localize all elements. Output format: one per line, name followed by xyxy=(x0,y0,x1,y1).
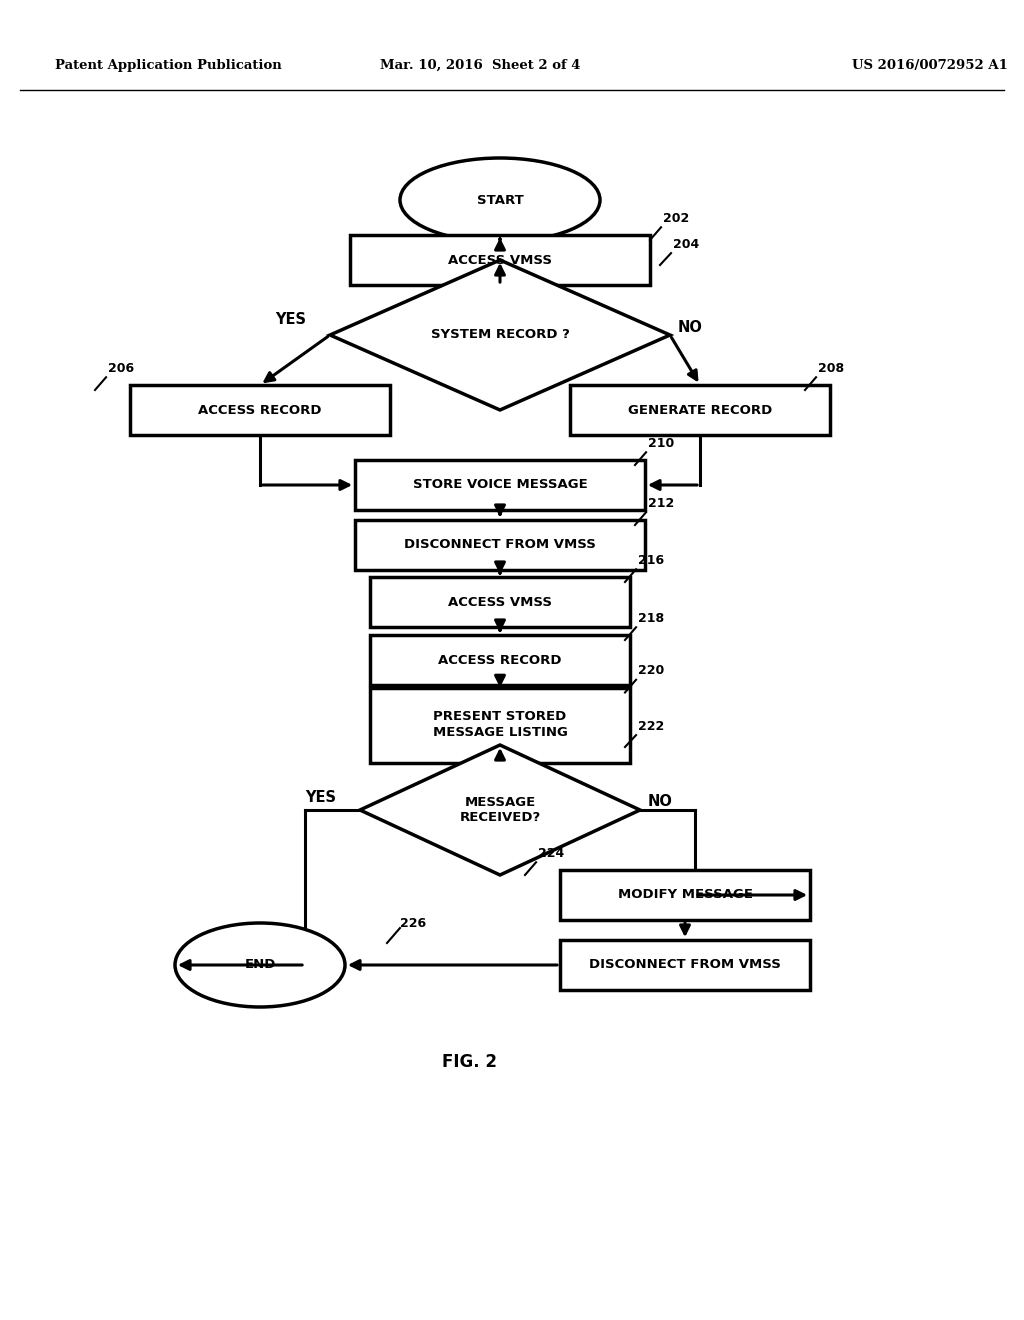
Text: ACCESS RECORD: ACCESS RECORD xyxy=(199,404,322,417)
Text: END: END xyxy=(245,958,275,972)
Text: PRESENT STORED
MESSAGE LISTING: PRESENT STORED MESSAGE LISTING xyxy=(432,710,567,739)
Text: STORE VOICE MESSAGE: STORE VOICE MESSAGE xyxy=(413,479,588,491)
Text: DISCONNECT FROM VMSS: DISCONNECT FROM VMSS xyxy=(589,958,781,972)
Text: FIG. 2: FIG. 2 xyxy=(442,1053,498,1071)
Polygon shape xyxy=(330,260,670,411)
Text: 212: 212 xyxy=(648,498,674,510)
Text: US 2016/0072952 A1: US 2016/0072952 A1 xyxy=(852,58,1008,71)
Bar xyxy=(560,940,810,990)
Text: 218: 218 xyxy=(638,612,665,624)
Text: 204: 204 xyxy=(673,238,699,251)
Text: NO: NO xyxy=(648,795,673,809)
Text: 202: 202 xyxy=(663,213,689,224)
Text: NO: NO xyxy=(678,319,702,334)
Text: 226: 226 xyxy=(400,917,426,931)
Bar xyxy=(560,870,810,920)
Text: 208: 208 xyxy=(818,362,844,375)
Text: ACCESS RECORD: ACCESS RECORD xyxy=(438,653,562,667)
Text: 216: 216 xyxy=(638,554,665,568)
Text: Mar. 10, 2016  Sheet 2 of 4: Mar. 10, 2016 Sheet 2 of 4 xyxy=(380,58,581,71)
Text: SYSTEM RECORD ?: SYSTEM RECORD ? xyxy=(430,329,569,342)
Text: Patent Application Publication: Patent Application Publication xyxy=(55,58,282,71)
Text: 220: 220 xyxy=(638,664,665,677)
Bar xyxy=(370,577,630,627)
Text: 210: 210 xyxy=(648,437,674,450)
Polygon shape xyxy=(360,744,640,875)
Text: GENERATE RECORD: GENERATE RECORD xyxy=(628,404,772,417)
Text: YES: YES xyxy=(305,791,336,805)
Bar xyxy=(355,520,645,570)
Text: ACCESS VMSS: ACCESS VMSS xyxy=(449,253,552,267)
Bar xyxy=(355,459,645,510)
Text: 224: 224 xyxy=(538,847,564,861)
Text: MESSAGE
RECEIVED?: MESSAGE RECEIVED? xyxy=(460,796,541,824)
Bar xyxy=(370,688,630,763)
Bar xyxy=(370,635,630,685)
Bar xyxy=(130,385,390,436)
Ellipse shape xyxy=(175,923,345,1007)
Text: 206: 206 xyxy=(108,362,134,375)
Text: YES: YES xyxy=(275,313,306,327)
Text: START: START xyxy=(476,194,523,206)
Bar xyxy=(350,235,650,285)
Text: DISCONNECT FROM VMSS: DISCONNECT FROM VMSS xyxy=(404,539,596,552)
Ellipse shape xyxy=(400,158,600,242)
Text: MODIFY MESSAGE: MODIFY MESSAGE xyxy=(617,888,753,902)
Bar xyxy=(570,385,830,436)
Text: ACCESS VMSS: ACCESS VMSS xyxy=(449,595,552,609)
Text: 222: 222 xyxy=(638,719,665,733)
